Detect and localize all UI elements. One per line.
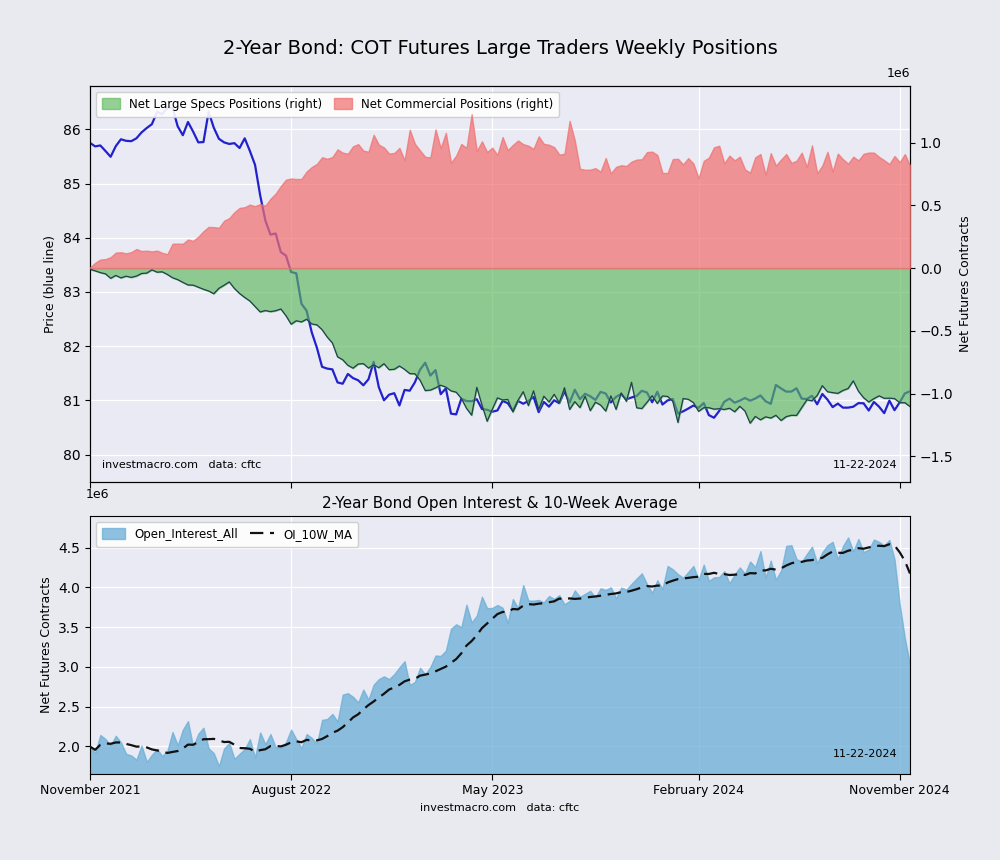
Y-axis label: Price (blue line): Price (blue line) (44, 235, 57, 333)
OI_10W_MA (760, 565, 772, 575)
Line: OI_10W_MA: OI_10W_MA (90, 544, 910, 753)
OI_10W_MA (321, 731, 333, 741)
OI_10W_MA (868, 541, 880, 551)
Text: 2-Year Bond: COT Futures Large Traders Weekly Positions: 2-Year Bond: COT Futures Large Traders W… (223, 39, 777, 58)
OI_10W_MA (883, 539, 895, 550)
OI_10W_MA (620, 587, 632, 597)
OI_10W_MA (84, 741, 96, 752)
Text: 1e6: 1e6 (86, 488, 109, 501)
OI_10W_MA (254, 745, 266, 755)
Y-axis label: Net Futures Contracts: Net Futures Contracts (959, 216, 972, 352)
OI_10W_MA (161, 748, 173, 759)
Text: 11-22-2024: 11-22-2024 (833, 460, 898, 470)
Text: 11-22-2024: 11-22-2024 (833, 748, 898, 759)
Legend: Open_Interest_All, OI_10W_MA: Open_Interest_All, OI_10W_MA (96, 522, 358, 547)
Legend: Net Large Specs Positions (right), Net Commercial Positions (right): Net Large Specs Positions (right), Net C… (96, 92, 559, 117)
Title: 2-Year Bond Open Interest & 10-Week Average: 2-Year Bond Open Interest & 10-Week Aver… (322, 495, 678, 511)
Y-axis label: Net Futures Contracts: Net Futures Contracts (40, 577, 53, 713)
OI_10W_MA (904, 568, 916, 579)
Text: 1e6: 1e6 (886, 67, 910, 80)
Text: investmacro.com   data: cftc: investmacro.com data: cftc (420, 802, 580, 813)
OI_10W_MA (543, 597, 555, 607)
Text: investmacro.com   data: cftc: investmacro.com data: cftc (102, 460, 262, 470)
